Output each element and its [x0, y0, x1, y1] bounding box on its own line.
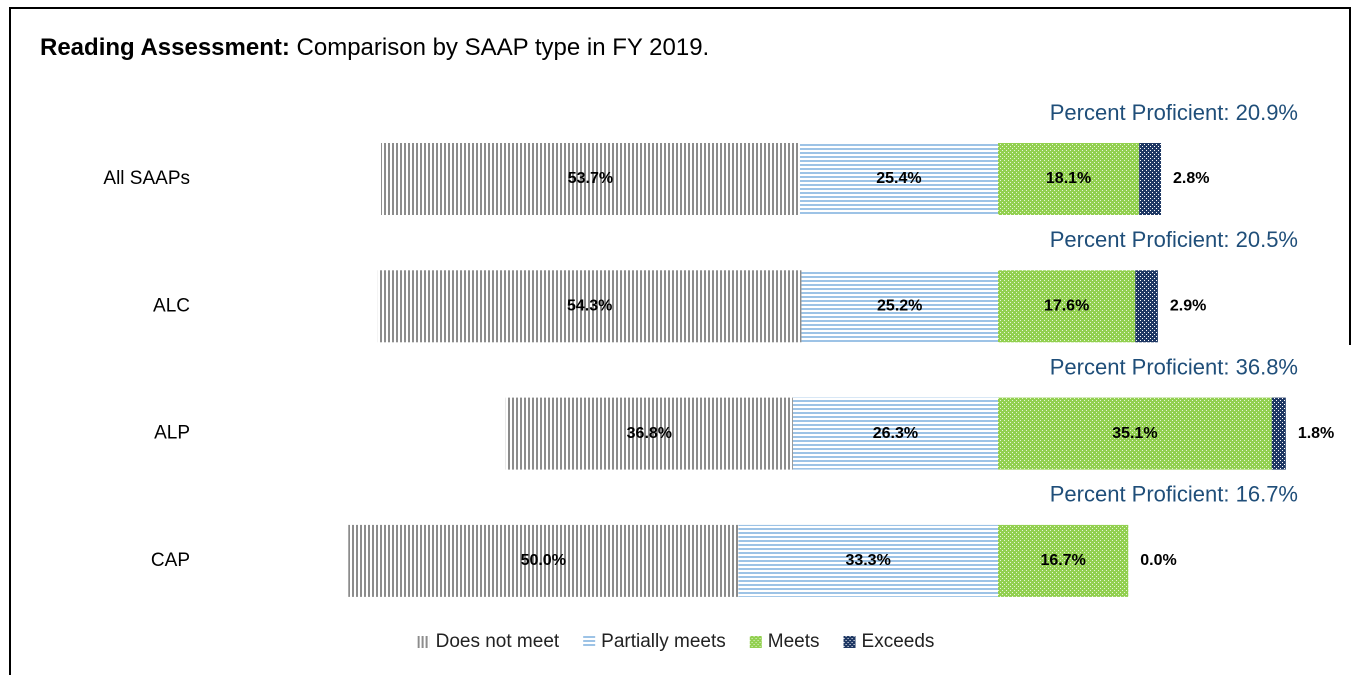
bar-segment [998, 143, 1140, 215]
data-label: 54.3% [567, 298, 612, 315]
bar-segment [381, 143, 800, 215]
data-label: 35.1% [1112, 425, 1157, 442]
bar-segment [738, 524, 998, 597]
legend-swatch [583, 636, 596, 648]
chart-title: Reading Assessment: [40, 34, 290, 61]
data-label: 2.8% [1173, 170, 1209, 187]
legend-label: Does not meet [436, 631, 560, 652]
data-label: 2.9% [1170, 298, 1206, 315]
bar-segment [1139, 143, 1162, 215]
annotation: Percent Proficient: 36.8% [1050, 354, 1298, 379]
legend-label: Partially meets [601, 631, 726, 652]
legend-label: Meets [768, 631, 820, 652]
annotation: Percent Proficient: 20.9% [1050, 100, 1298, 125]
legend-label: Exceeds [862, 631, 935, 652]
data-label: 17.6% [1044, 298, 1089, 315]
data-label: 25.2% [877, 298, 922, 315]
legend: Does not meet Partially meets Meets Exceeds [417, 631, 935, 652]
data-label: 50.0% [521, 552, 566, 569]
bar-segment [348, 524, 739, 597]
data-label: 36.8% [627, 425, 672, 442]
bar-segment [998, 524, 1129, 597]
category-label: ALP [154, 423, 190, 444]
legend-swatch [843, 636, 856, 648]
data-label: 0.0% [1140, 552, 1176, 569]
bar-segment [377, 270, 802, 343]
data-label: 26.3% [873, 425, 918, 442]
data-label: 1.8% [1298, 425, 1334, 442]
annotation: Percent Proficient: 16.7% [1050, 482, 1298, 507]
bar-segment [1271, 397, 1286, 470]
annotation: Percent Proficient: 20.5% [1050, 227, 1298, 252]
bar-segment [1135, 270, 1158, 343]
bar-segment [792, 397, 998, 470]
data-label: 33.3% [845, 552, 890, 569]
category-label: ALC [153, 295, 190, 316]
data-label: 18.1% [1046, 170, 1091, 187]
bar-segment [505, 397, 793, 470]
legend-swatch [417, 636, 430, 648]
category-label: All SAAPs [103, 168, 190, 189]
data-label: 25.4% [876, 170, 921, 187]
bar-segment [998, 397, 1272, 470]
bar-segment [801, 270, 998, 343]
data-label: 53.7% [568, 170, 613, 187]
bar-segment [799, 143, 998, 215]
data-label: 16.7% [1040, 552, 1085, 569]
legend-swatch [749, 636, 762, 648]
bar-segment [998, 270, 1136, 343]
category-label: CAP [151, 550, 190, 571]
chart-title-line: Reading Assessment: Comparison by SAAP t… [40, 34, 709, 61]
chart-subtitle: Comparison by SAAP type in FY 2019. [297, 34, 710, 61]
frame [9, 7, 1351, 675]
